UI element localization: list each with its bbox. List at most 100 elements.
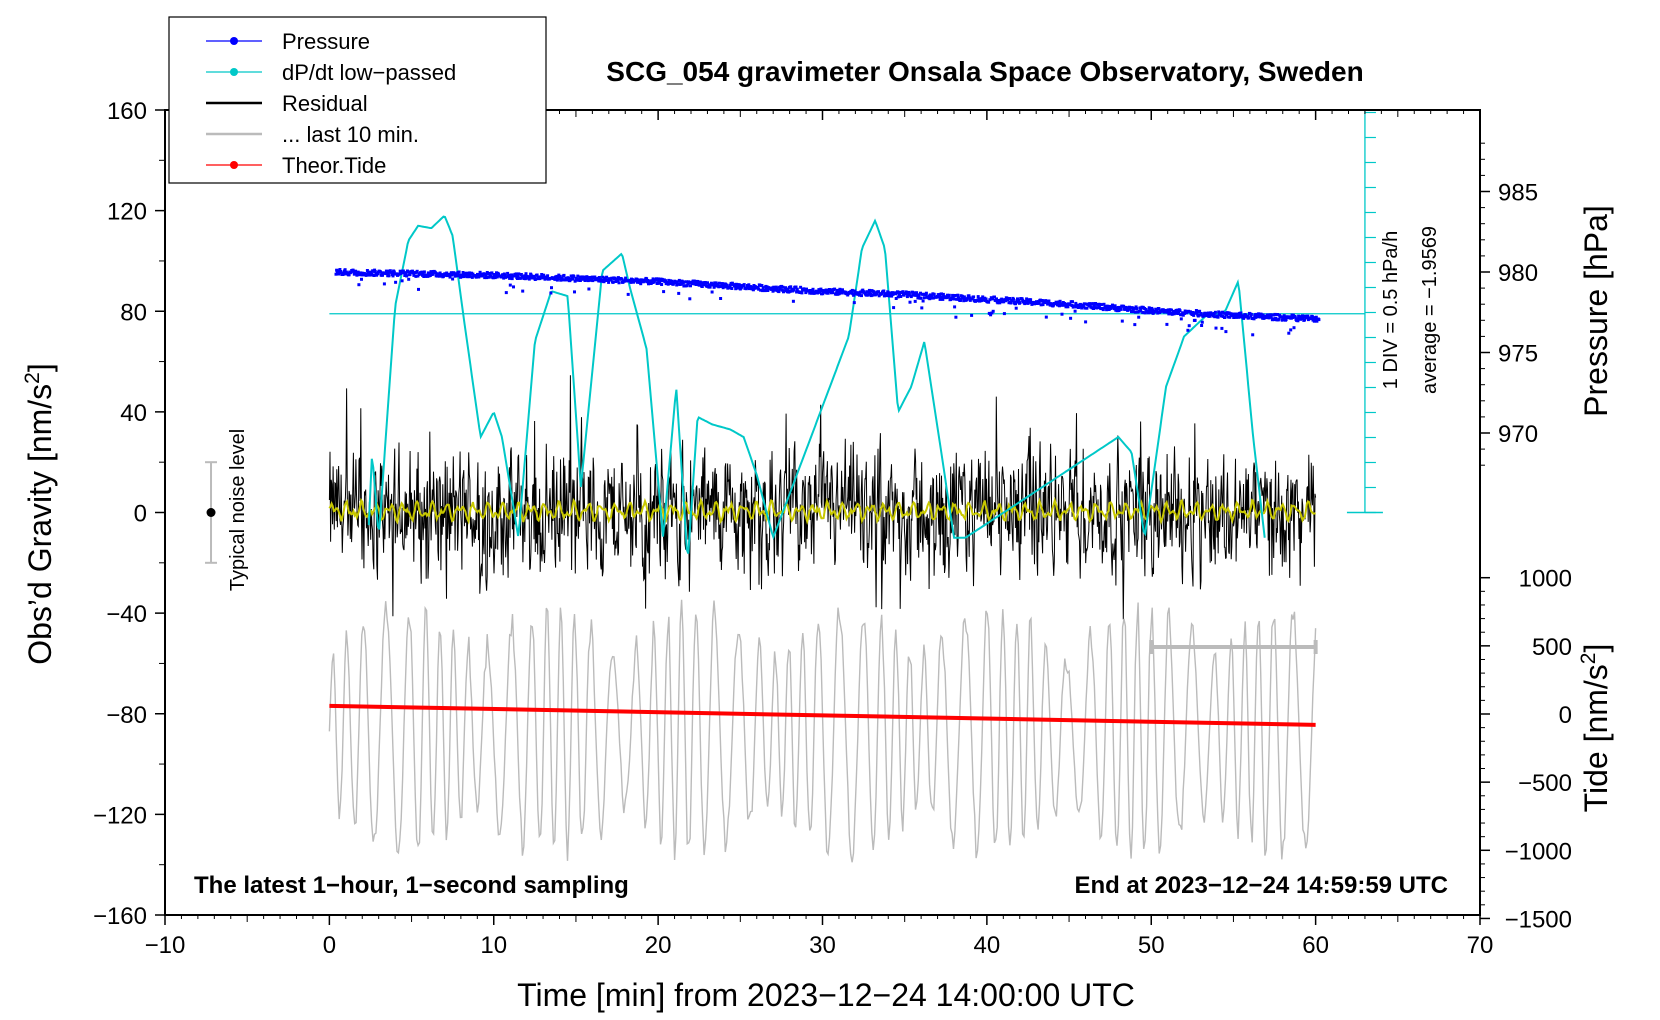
last-10-min-line [328,599,1317,863]
pressure-point [1083,306,1087,310]
pressure-point [1046,302,1050,306]
pressure-point [376,272,380,276]
pressure-point [1073,304,1076,308]
y-tick-label-left: 40 [120,400,147,427]
pressure-point [988,298,992,302]
pressure-point [892,306,896,310]
pressure-point [535,273,539,277]
pressure-point [1094,302,1098,306]
tide-tick-label: 1000 [1519,566,1572,593]
pressure-point [1093,306,1097,310]
chart-title: SCG_054 gravimeter Onsala Space Observat… [606,56,1363,87]
pressure-point [747,287,751,291]
pressure-point [1076,303,1080,307]
pressure-point [689,284,692,288]
pressure-point [952,297,956,301]
pressure-point [1144,308,1148,311]
pressure-point [527,277,531,281]
noise-dot [206,508,216,517]
pressure-point [1018,301,1022,305]
pressure-point [947,293,951,297]
pressure-point [777,290,781,294]
pressure-point [1219,314,1223,318]
pressure-point [1213,310,1217,314]
pressure-point [1133,323,1137,327]
pressure-point [1132,306,1136,310]
x-axis-title: Time [min] from 2023−12−24 14:00:00 UTC [517,977,1135,1013]
pressure-point [514,272,518,276]
pressure-point [576,274,580,278]
pressure-point [529,273,533,277]
pressure-point [909,295,913,299]
pressure-point [716,283,720,287]
pressure-point [512,285,515,289]
pressure-point [838,287,842,291]
pressure-point [1296,319,1300,323]
pressure-point [578,279,582,282]
pressure-tick-label: 975 [1498,341,1538,368]
pressure-point [1088,302,1092,306]
pressure-point [997,299,1000,302]
pressure-point [799,285,803,289]
pressure-point [1249,314,1253,318]
pressure-point [587,287,591,291]
pressure-point [1186,328,1190,332]
pressure-point [645,277,649,281]
pressure-point [384,272,388,276]
pressure-point [1293,315,1297,319]
pressure-point [1104,306,1108,310]
pressure-point [1246,314,1249,318]
y-tick-label-left: 120 [107,199,147,226]
pressure-point [366,271,370,275]
pressure-point [978,297,982,301]
pressure-point [704,281,707,285]
pressure-point [1004,299,1008,303]
pressure-point [837,292,841,296]
pressure-point [723,285,726,289]
pressure-point [1291,316,1295,319]
pressure-point [808,289,812,292]
pressure-point [1282,314,1286,318]
pressure-point [508,283,512,287]
pressure-point [495,275,499,279]
pressure-point [370,272,374,276]
legend-label: ... last 10 min. [282,122,419,147]
pressure-point [792,288,796,292]
pressure-point [1233,312,1237,316]
pressure-point [561,278,565,282]
dpdt-scale-label: 1 DIV = 0.5 hPa/h [1380,231,1402,389]
pressure-point [534,277,538,281]
pressure-point [761,286,765,290]
pressure-point [1176,312,1180,315]
pressure-point [1147,306,1151,310]
pressure-point [655,282,659,285]
pressure-point [1173,311,1177,315]
pressure-point [338,268,342,271]
pressure-point [826,291,830,295]
pressure-point [1187,324,1191,328]
pressure-point [890,294,894,298]
pressure-point [919,291,922,295]
pressure-point [1155,308,1159,312]
pressure-point [651,277,655,281]
note-right: End at 2023−12−24 14:59:59 UTC [1074,872,1448,899]
pressure-point [457,270,461,274]
pressure-point [717,281,721,285]
y-tick-label-left: −80 [106,702,147,729]
pressure-point [993,295,996,299]
pressure-point [569,274,573,278]
legend-marker [230,161,238,169]
pressure-point [1151,308,1154,312]
pressure-point [494,273,498,277]
pressure-point [466,271,470,275]
pressure-point [573,290,576,294]
pressure-point [915,291,919,295]
pressure-point [586,279,590,283]
pressure-point [795,287,799,291]
pressure-point [738,283,742,287]
pressure-point [506,271,510,275]
pressure-point [1260,315,1264,319]
pressure-point [1029,298,1033,302]
pressure-point [907,292,911,296]
